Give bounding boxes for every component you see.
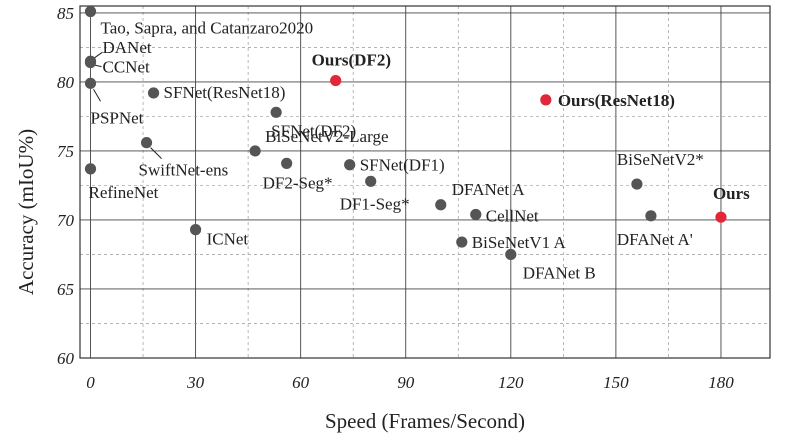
- point-cellnet: [470, 208, 482, 221]
- label-cellnet: CellNet: [486, 206, 539, 225]
- point-dfanet-b: [505, 248, 517, 261]
- label-df1-seg: DF1-Seg*: [340, 194, 410, 213]
- x-axis-title: Speed (Frames/Second): [325, 409, 525, 433]
- x-tick-label: 30: [186, 373, 205, 392]
- point-ours: [715, 211, 727, 223]
- label-sfnet-df2: SFNet(DF2): [271, 121, 356, 140]
- y-axis-ticks: 60 65 70 75 80 85: [57, 4, 75, 368]
- x-axis-ticks: 0 30 60 90 120 150 180: [86, 373, 734, 392]
- label-swiftnet-ens: SwiftNet-ens: [139, 161, 229, 180]
- y-tick-label: 70: [57, 211, 75, 230]
- point-tao-sapra-and-catanzaro2020: [84, 5, 97, 18]
- point-refinenet: [84, 163, 97, 175]
- leader-pspnet: [93, 89, 101, 102]
- point-df1-seg: [365, 175, 377, 187]
- label-dfanet-b: DFANet B: [523, 263, 596, 282]
- label-sfnet-df1: SFNet(DF1): [360, 156, 445, 175]
- point-bisenetv2-large: [249, 145, 261, 157]
- label-dfanet-a: DFANet A: [452, 180, 526, 199]
- point-sfnet-df1: [344, 159, 356, 171]
- point-sfnet-df2: [270, 106, 282, 118]
- point-swiftnet-ens: [140, 137, 153, 149]
- label-bisenetv2-large: BiSeNetV2-Large: [265, 127, 388, 146]
- label-ours-resnet18: Ours(ResNet18): [558, 91, 675, 110]
- point-bisenetv2: [631, 178, 643, 190]
- label-ours: Ours: [713, 184, 750, 203]
- grid: [80, 6, 770, 358]
- point-dfanet-a: [645, 210, 657, 222]
- label-dfanet-a: DFANet A': [617, 230, 693, 249]
- label-refinenet: RefineNet: [89, 183, 159, 202]
- y-tick-label: 85: [57, 4, 74, 23]
- label-ccnet: CCNet: [103, 58, 151, 77]
- label-tao-sapra-and-catanzaro2020: Tao, Sapra, and Catanzaro2020: [101, 19, 314, 38]
- y-tick-label: 65: [57, 280, 74, 299]
- y-axis-title: Accuracy (mIoU%): [14, 129, 38, 295]
- point-pspnet: [84, 77, 97, 89]
- label-df2-seg: DF2-Seg*: [263, 173, 333, 192]
- x-tick-label: 0: [86, 373, 95, 392]
- x-tick-label: 120: [498, 373, 524, 392]
- x-tick-label: 180: [708, 373, 734, 392]
- label-pspnet: PSPNet: [91, 108, 144, 127]
- point-ccnet: [84, 56, 97, 69]
- x-tick-label: 90: [397, 373, 415, 392]
- label-sfnet-resnet18: SFNet(ResNet18): [164, 83, 286, 102]
- y-tick-label: 60: [57, 349, 75, 368]
- x-tick-label: 150: [603, 373, 629, 392]
- x-tick-label: 60: [292, 373, 310, 392]
- leader-swiftnet-ens: [150, 147, 162, 160]
- y-tick-label: 75: [57, 142, 74, 161]
- label-icnet: ICNet: [207, 230, 249, 249]
- point-ours-resnet18: [540, 94, 552, 106]
- plot-frame: [79, 5, 771, 359]
- point-bisenetv1-a: [456, 236, 468, 248]
- data-points: [84, 5, 727, 261]
- label-danet: DANet: [103, 38, 152, 57]
- y-tick-label: 80: [57, 73, 75, 92]
- point-icnet: [189, 224, 202, 236]
- label-ours-df2: Ours(DF2): [312, 51, 391, 70]
- point-dfanet-a: [435, 199, 447, 211]
- label-bisenetv1-a: BiSeNetV1 A: [472, 233, 567, 252]
- point-df2-seg: [281, 157, 293, 169]
- point-sfnet-resnet18: [147, 87, 160, 99]
- point-ours-df2: [330, 74, 342, 87]
- label-bisenetv2: BiSeNetV2*: [617, 150, 704, 169]
